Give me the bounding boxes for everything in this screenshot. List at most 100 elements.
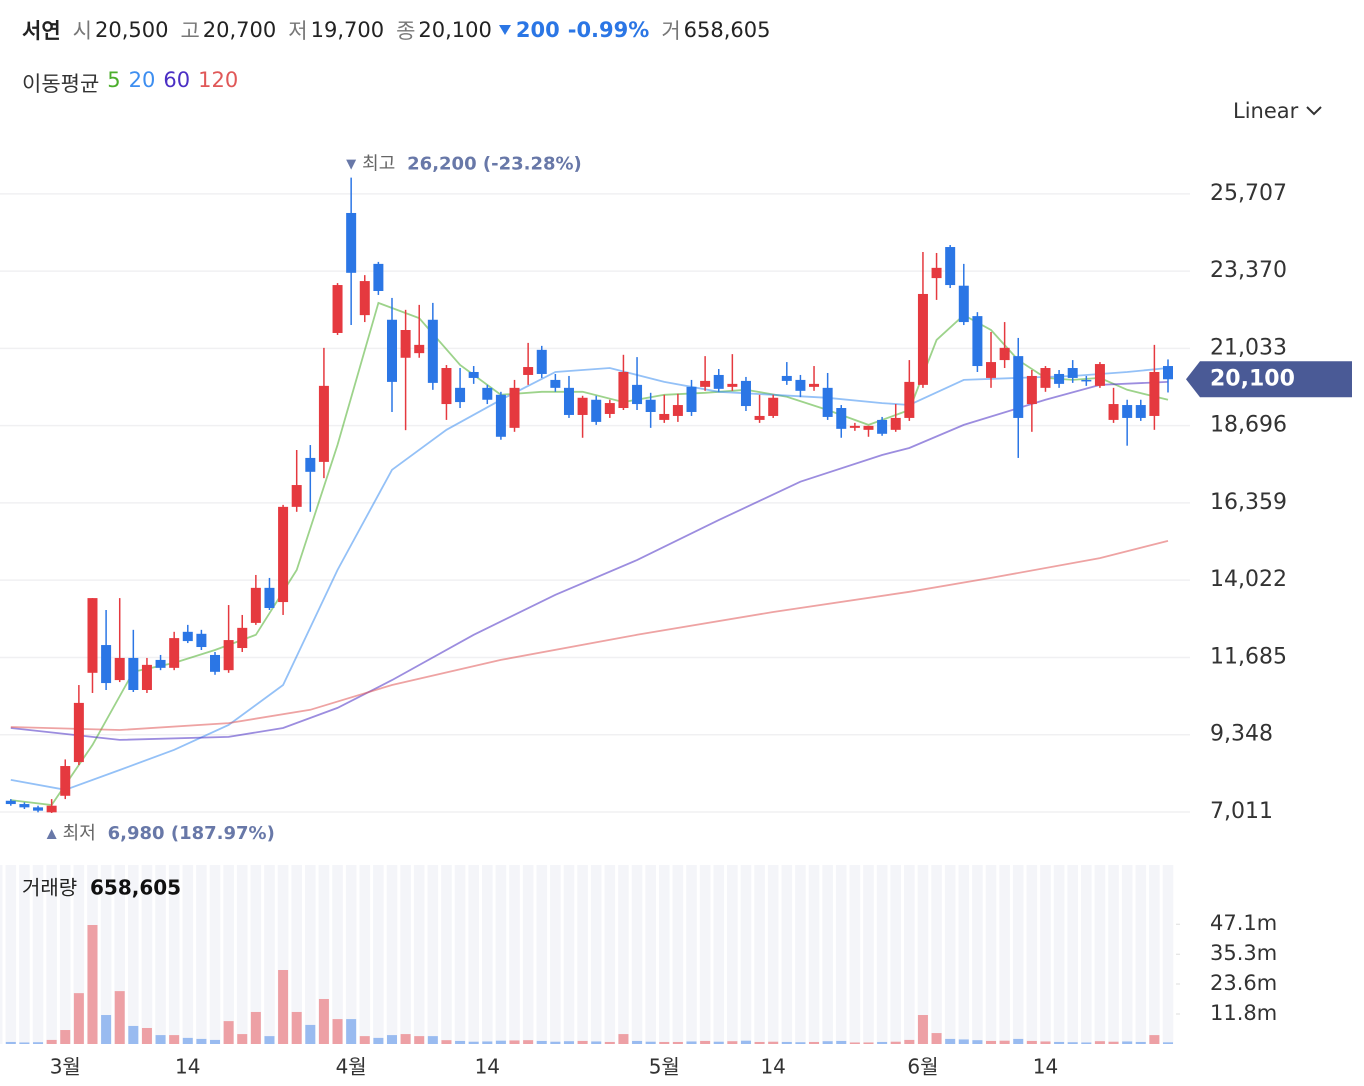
candle-body — [250, 587, 261, 623]
volume-bar — [1163, 1042, 1173, 1044]
candle-body — [223, 640, 234, 671]
volume-bar — [822, 1041, 833, 1044]
candle-body — [536, 349, 547, 374]
volume-bar — [877, 1041, 888, 1044]
legend-entry: 60 — [163, 68, 191, 92]
candle-body — [849, 425, 860, 428]
candle-body — [60, 766, 71, 796]
candle-body — [740, 380, 751, 407]
candle-body — [931, 267, 942, 279]
volume-bar — [754, 1041, 765, 1044]
high-label: 고 — [180, 19, 200, 43]
candle-body — [822, 387, 833, 417]
candle-body — [986, 362, 997, 378]
volume-bar — [809, 1041, 820, 1044]
volume-bar — [509, 1040, 520, 1044]
open-label: 시 — [72, 19, 92, 43]
volume-bar — [264, 1036, 275, 1044]
volume-bar — [577, 1040, 588, 1044]
candle-body — [278, 506, 289, 603]
volume-bar — [890, 1041, 901, 1044]
volume-value: 658,605 — [683, 18, 771, 42]
candle-body — [700, 380, 711, 387]
volume-bar — [237, 1034, 248, 1044]
volume-bar — [414, 1036, 425, 1044]
ma-line — [10, 381, 1169, 741]
volume-bar — [60, 1030, 71, 1044]
annotation-label: 6,980 (187.97%) — [108, 823, 275, 844]
candle-body — [264, 587, 275, 609]
y-tick-label: 7,011 — [1210, 799, 1273, 824]
candle-body — [237, 627, 248, 649]
candle-body — [5, 800, 16, 805]
volume-label: 거 — [661, 19, 681, 43]
candle-body — [754, 415, 765, 420]
y-tick-label: 16,359 — [1210, 490, 1287, 515]
candle-body — [19, 804, 30, 808]
volume-bar — [468, 1041, 479, 1044]
volume-bar — [291, 1011, 302, 1044]
change-pct: -0.99% — [567, 18, 650, 42]
volume-bar — [781, 1041, 792, 1044]
y-tick-label: 18,696 — [1210, 413, 1287, 438]
volume-bar — [768, 1041, 779, 1044]
candle-body — [1067, 368, 1078, 378]
volume-bar — [999, 1040, 1010, 1044]
volume-bar — [672, 1041, 683, 1044]
candle-body — [1135, 405, 1146, 418]
volume-bar — [141, 1027, 152, 1044]
volume-bar — [945, 1038, 956, 1044]
volume-total: 658,605 — [90, 876, 181, 900]
candle-body — [495, 394, 506, 437]
volume-bar — [346, 1019, 357, 1044]
x-tick-label: 14 — [175, 1055, 200, 1079]
candle-body — [1013, 356, 1024, 418]
volume-bar — [400, 1034, 411, 1044]
volume-bar — [632, 1040, 643, 1044]
candle-body — [114, 657, 125, 681]
x-tick-label: 6월 — [907, 1055, 938, 1079]
volume-bar — [523, 1040, 534, 1044]
volume-bar — [332, 1019, 343, 1044]
candle-body — [441, 368, 452, 405]
candle-body — [318, 385, 329, 462]
volume-bar — [1122, 1041, 1133, 1044]
volume-bar — [182, 1037, 193, 1044]
volume-bar — [1067, 1042, 1078, 1044]
candle-body — [836, 408, 847, 429]
volume-bar — [700, 1040, 711, 1044]
x-tick-label: 5월 — [649, 1055, 680, 1079]
candle-body — [482, 387, 493, 400]
candle-body — [386, 319, 397, 382]
volume-bar — [645, 1041, 656, 1044]
volume-bar — [250, 1011, 261, 1044]
down-arrow — [498, 25, 511, 35]
volume-bar — [1040, 1041, 1051, 1044]
volume-bar — [536, 1040, 547, 1044]
ma-line — [10, 367, 1169, 791]
annotation: 최고 26,200 (-23.28%) — [346, 154, 582, 175]
volume-bar — [495, 1040, 506, 1044]
annotation: 최저 6,980 (187.97%) — [46, 823, 275, 844]
low-label: 저 — [288, 19, 308, 43]
candle-body — [645, 399, 656, 412]
volume-bar — [101, 1015, 112, 1044]
volume-bar — [278, 970, 289, 1044]
volume-bar — [359, 1036, 370, 1044]
volume-bar — [986, 1040, 997, 1044]
ma-title: 이동평균 — [22, 72, 100, 96]
candle-body — [373, 263, 384, 291]
candle-body — [795, 379, 806, 391]
candle-body — [945, 247, 956, 286]
scale-mode[interactable]: Linear — [1233, 99, 1299, 123]
change: 200 — [515, 18, 560, 42]
scale-dropdown[interactable]: Linear — [1233, 99, 1322, 123]
volume-bar — [1135, 1041, 1146, 1044]
candle-body — [659, 413, 670, 420]
ma-line — [10, 540, 1169, 731]
candle-body — [904, 381, 915, 418]
volume-bar — [972, 1040, 983, 1044]
volume-bar — [904, 1039, 915, 1044]
volume-bar — [727, 1041, 738, 1044]
volume-bar — [210, 1039, 221, 1044]
